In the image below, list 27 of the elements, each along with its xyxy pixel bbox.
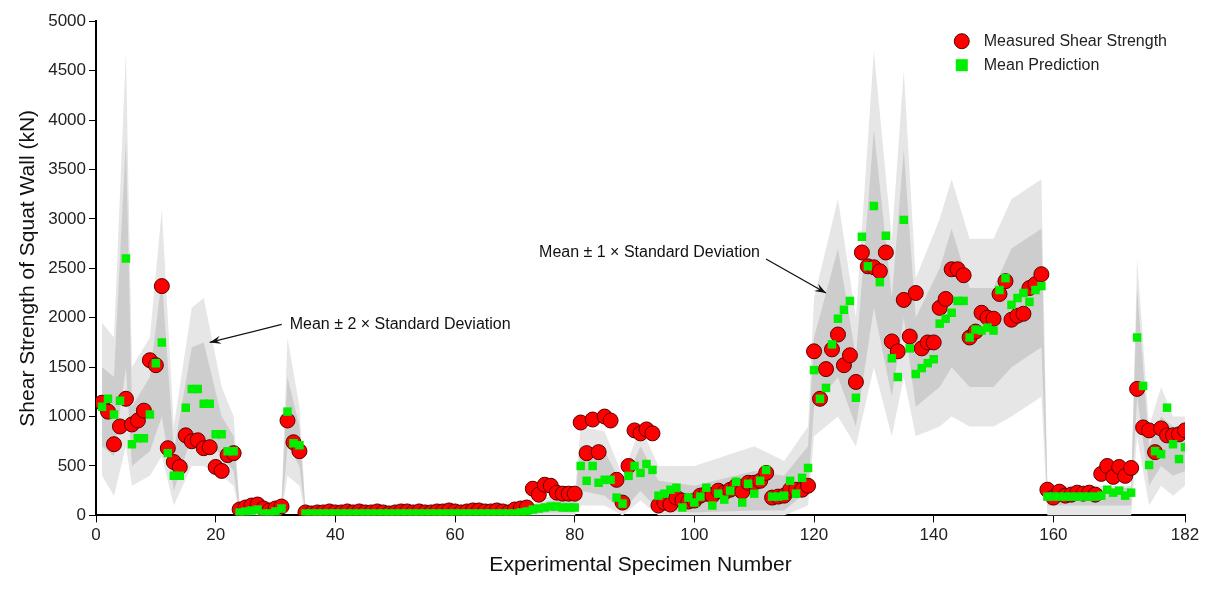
annotation: Mean ± 1 × Standard Deviation bbox=[539, 243, 760, 261]
y-tick-label: 1500 bbox=[48, 356, 87, 376]
y-tick-label: 3000 bbox=[48, 208, 87, 228]
x-tick-label: 80 bbox=[565, 525, 585, 545]
x-tick-label: 160 bbox=[1039, 525, 1068, 545]
x-tick-label: 20 bbox=[206, 525, 226, 545]
y-axis-title: Shear Strength of Squat Wall (kN) bbox=[15, 109, 39, 427]
y-tick-label: 5000 bbox=[48, 10, 87, 30]
x-tick-label: 0 bbox=[91, 525, 101, 545]
annotation: Mean ± 2 × Standard Deviation bbox=[289, 314, 511, 332]
x-tick-label: 120 bbox=[799, 525, 829, 545]
y-tick-label: 4500 bbox=[48, 60, 87, 80]
legend-label: Measured Shear Strength bbox=[983, 31, 1167, 49]
x-tick-label: 140 bbox=[919, 525, 948, 545]
y-tick-label: 2500 bbox=[48, 257, 87, 277]
x-tick-label: 40 bbox=[325, 525, 345, 545]
y-tick-label: 0 bbox=[76, 505, 87, 525]
x-tick-label: 60 bbox=[445, 525, 465, 545]
x-tick-label: 100 bbox=[680, 525, 709, 545]
legend-label: Mean Prediction bbox=[983, 55, 1100, 73]
x-tick-label: 182 bbox=[1170, 525, 1200, 545]
y-tick-label: 500 bbox=[57, 455, 87, 475]
y-tick-label: 2000 bbox=[48, 307, 87, 327]
y-tick-label: 3500 bbox=[48, 159, 87, 179]
y-tick-label: 4000 bbox=[48, 109, 87, 129]
y-tick-label: 1000 bbox=[48, 406, 87, 426]
x-axis-title: Experimental Specimen Number bbox=[489, 552, 792, 576]
